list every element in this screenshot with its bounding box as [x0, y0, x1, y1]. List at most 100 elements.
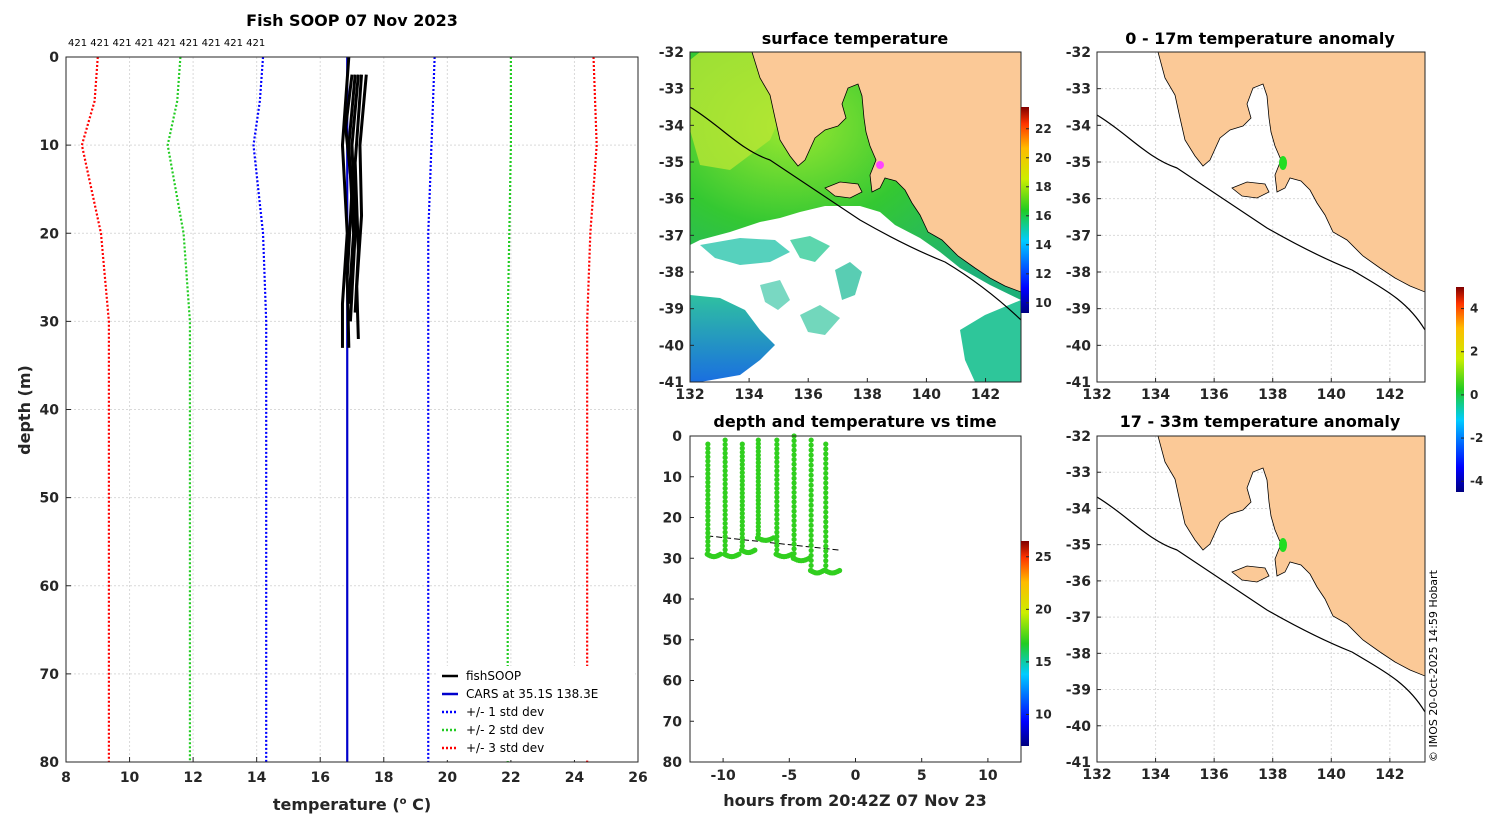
x-tick-label: 138: [1258, 767, 1287, 783]
y-tick-label: 10: [40, 138, 60, 154]
y-tick-label: -34: [1066, 118, 1092, 134]
data-point: [791, 546, 797, 552]
colorbar-tick-label: 12: [1035, 267, 1052, 281]
data-point: [791, 466, 797, 472]
x-tick-label: 5: [917, 768, 927, 784]
y-tick-label: -39: [1066, 302, 1091, 318]
data-point: [755, 505, 761, 511]
data-point: [823, 553, 829, 559]
sst-colorbar: [1021, 107, 1029, 313]
series-line: [252, 56, 268, 762]
profile-series: [80, 56, 598, 762]
depth-time-panel: depth and temperature vs time -10 -5 0 5 10 0…: [663, 412, 1052, 810]
data-point: [739, 531, 745, 537]
bottom-depth-line: [707, 535, 840, 551]
data-point: [755, 463, 761, 470]
legend-label: CARS at 35.1S 138.3E: [466, 687, 598, 701]
y-tick-label: -40: [659, 338, 685, 354]
profile-title: Fish SOOP 07 Nov 2023: [246, 11, 458, 30]
data-point: [791, 499, 797, 505]
data-point: [755, 471, 761, 477]
data-point: [808, 532, 814, 538]
y-tick-label: -34: [659, 118, 685, 134]
data-point: [739, 478, 745, 484]
data-point: [755, 444, 761, 451]
anomaly-17-33-panel: 17 - 33m temperature anomaly 132 134 136 13…: [1066, 412, 1426, 783]
y-tick-label: 40: [663, 592, 683, 608]
data-point: [722, 485, 728, 491]
data-point: [739, 470, 745, 476]
y-tick-label: -39: [1066, 683, 1091, 699]
data-point: [722, 450, 728, 456]
data-point: [774, 437, 780, 443]
data-point: [722, 459, 728, 465]
anomaly-0-17-field: [1097, 52, 1425, 382]
data-point: [705, 505, 711, 511]
x-tick-label: 134: [734, 387, 763, 403]
anomaly-17-33-ticks: 132 134 136 138 140 142 -32 -33 -34 -35 -36 -37 -38 -…: [1066, 429, 1405, 783]
x-tick-label: 10: [120, 770, 140, 786]
y-tick-label: 20: [40, 226, 60, 242]
data-point: [752, 547, 758, 553]
data-point: [739, 502, 745, 508]
legend-label: +/- 2 std dev: [466, 723, 544, 737]
data-point: [755, 516, 761, 522]
data-point: [705, 517, 711, 523]
y-tick-label: 70: [663, 714, 683, 730]
data-point: [739, 453, 745, 459]
data-point: [739, 441, 745, 447]
data-point: [705, 534, 711, 540]
x-tick-label: 24: [565, 770, 585, 786]
x-tick-label: 134: [1141, 387, 1170, 403]
data-point: [808, 437, 814, 443]
data-point: [774, 446, 780, 452]
data-point: [722, 441, 728, 448]
data-point: [736, 551, 742, 557]
data-point: [705, 521, 711, 528]
profile-xlabel: temperature (o C): [273, 795, 431, 814]
x-tick-label: -5: [782, 768, 798, 784]
y-tick-label: 50: [40, 491, 60, 507]
y-tick-label: -32: [659, 45, 684, 61]
x-tick-label: 132: [1082, 767, 1111, 783]
data-point: [755, 467, 761, 473]
y-tick-label: -38: [1066, 646, 1091, 662]
data-point: [705, 488, 711, 494]
data-point: [823, 563, 829, 569]
y-tick-label: -35: [1066, 538, 1091, 554]
data-point: [837, 567, 843, 574]
data-point: [774, 494, 780, 500]
data-point: [774, 476, 780, 483]
data-point: [774, 503, 780, 509]
data-point: [755, 493, 761, 500]
data-point: [705, 479, 711, 485]
data-point: [722, 529, 728, 535]
x-tick-label: 8: [61, 770, 71, 786]
data-point: [791, 456, 797, 463]
data-point: [739, 457, 745, 464]
data-point: [808, 557, 814, 564]
data-point: [808, 447, 814, 453]
data-point: [722, 538, 728, 544]
y-tick-label: -38: [1066, 265, 1091, 281]
data-point: [774, 463, 780, 470]
data-point: [755, 497, 761, 503]
data-point: [808, 472, 814, 478]
data-point: [739, 498, 745, 504]
data-point: [722, 446, 728, 452]
data-point: [791, 508, 797, 514]
data-point: [755, 501, 761, 507]
x-tick-label: -10: [710, 768, 736, 784]
series-line: [347, 74, 357, 304]
data-point: [774, 441, 780, 448]
data-point: [722, 481, 728, 487]
data-point: [705, 462, 711, 468]
y-tick-label: 60: [663, 674, 683, 690]
colorbar-tick-label: 4: [1470, 302, 1478, 316]
data-point: [739, 482, 745, 488]
data-point: [755, 475, 761, 481]
y-tick-label: -36: [1066, 192, 1091, 208]
data-point: [774, 538, 780, 544]
data-point: [823, 451, 829, 457]
x-tick-label: 10: [978, 768, 998, 784]
